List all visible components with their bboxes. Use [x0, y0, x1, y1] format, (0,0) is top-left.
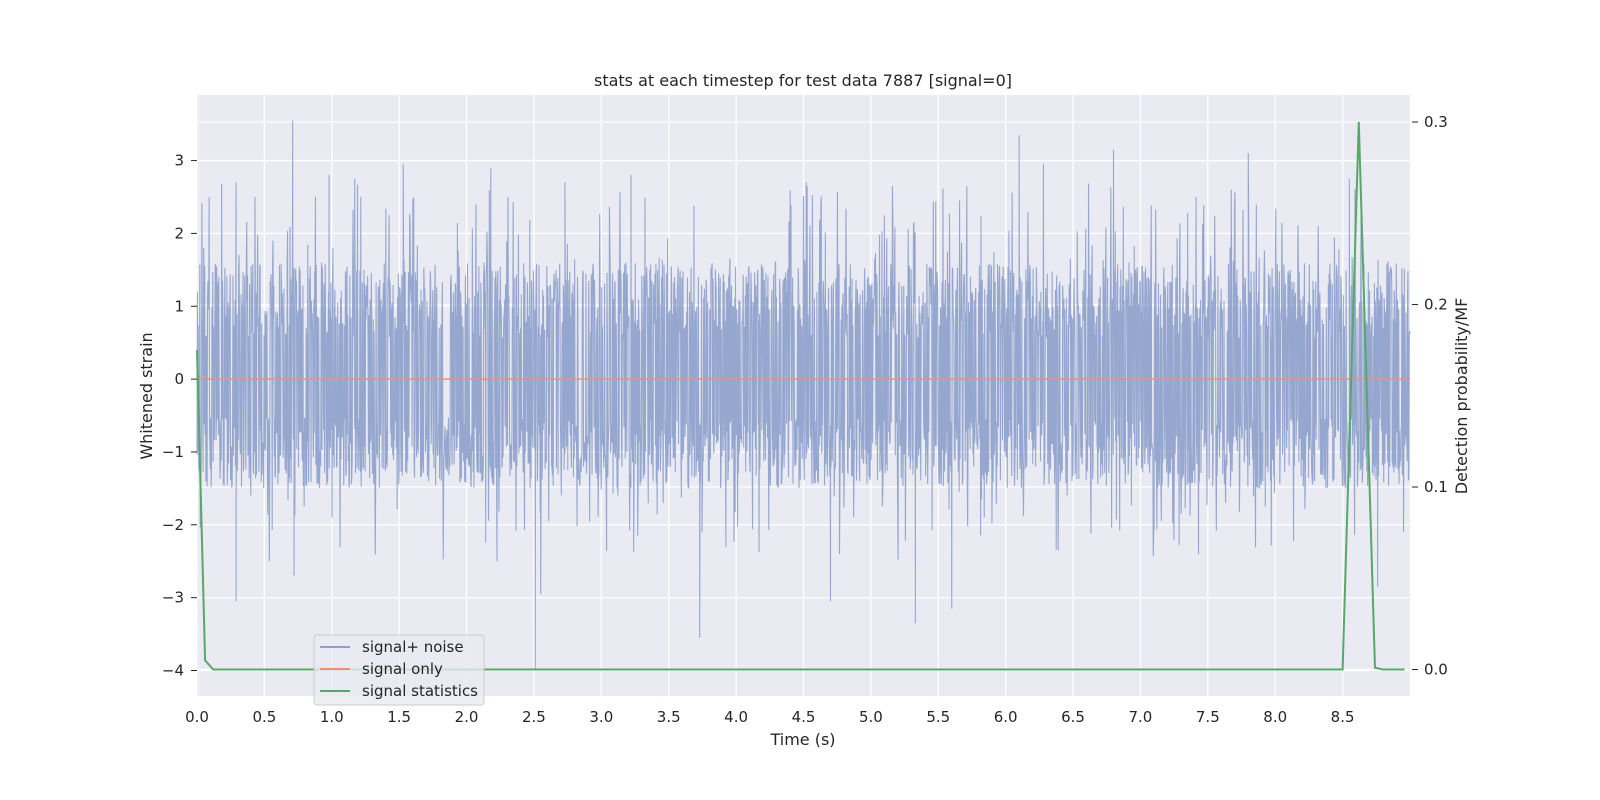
y-right-tick-label: 0.0	[1424, 661, 1448, 679]
y-tick-label: 3	[174, 152, 184, 170]
series-signal-noise-line	[196, 120, 1411, 671]
x-tick-label: 2.0	[455, 708, 479, 726]
x-tick-label: 3.0	[589, 708, 613, 726]
x-tick-label: 5.5	[926, 708, 950, 726]
y-axis-left: 3 2 1 0 −1 −2 −3 −4	[162, 152, 197, 680]
x-tick-label: 0.0	[185, 708, 209, 726]
y-tick-label: −3	[162, 589, 184, 607]
x-tick-label: 0.5	[252, 708, 276, 726]
x-tick-label: 3.5	[657, 708, 681, 726]
legend-label-signal-only: signal only	[362, 660, 443, 678]
x-tick-label: 7.0	[1129, 708, 1153, 726]
y-right-tick-label: 0.3	[1424, 113, 1448, 131]
x-tick-label: 4.5	[792, 708, 816, 726]
x-tick-label: 1.5	[387, 708, 411, 726]
y-axis-right-title: Detection probability/MF	[1452, 298, 1471, 495]
x-tick-label: 1.0	[320, 708, 344, 726]
x-tick-label: 8.0	[1263, 708, 1287, 726]
x-axis-title: Time (s)	[769, 730, 835, 749]
x-tick-label: 8.5	[1331, 708, 1355, 726]
series-signal-statistics-line	[196, 121, 1405, 671]
y-right-tick-label: 0.1	[1424, 478, 1448, 496]
chart-title: stats at each timestep for test data 788…	[594, 71, 1012, 90]
y-axis-right: 0.3 0.2 0.1 0.0	[1412, 113, 1448, 679]
y-tick-label: 0	[174, 370, 184, 388]
y-tick-label: −4	[162, 662, 184, 680]
x-tick-label: 2.5	[522, 708, 546, 726]
y-tick-label: 2	[174, 224, 184, 242]
y-tick-label: −2	[162, 516, 184, 534]
x-tick-label: 6.0	[994, 708, 1018, 726]
y-axis-title: Whitened strain	[137, 332, 156, 459]
legend-label-signal-noise: signal+ noise	[362, 638, 464, 656]
x-tick-label: 7.5	[1196, 708, 1220, 726]
y-tick-label: 1	[174, 297, 184, 315]
plot-area	[196, 120, 1411, 671]
legend: signal+ noise signal only signal statist…	[313, 634, 485, 706]
x-axis: 0.0 0.5 1.0 1.5 2.0 2.5 3.0 3.5 4.0 4.5 5.0 5.5 6.0 6…	[185, 708, 1354, 726]
legend-box	[313, 634, 485, 706]
x-tick-label: 5.0	[859, 708, 883, 726]
x-tick-label: 6.5	[1061, 708, 1085, 726]
legend-label-signal-statistics: signal statistics	[362, 682, 478, 700]
x-tick-label: 4.0	[724, 708, 748, 726]
y-right-tick-label: 0.2	[1424, 296, 1448, 314]
y-tick-label: −1	[162, 443, 184, 461]
